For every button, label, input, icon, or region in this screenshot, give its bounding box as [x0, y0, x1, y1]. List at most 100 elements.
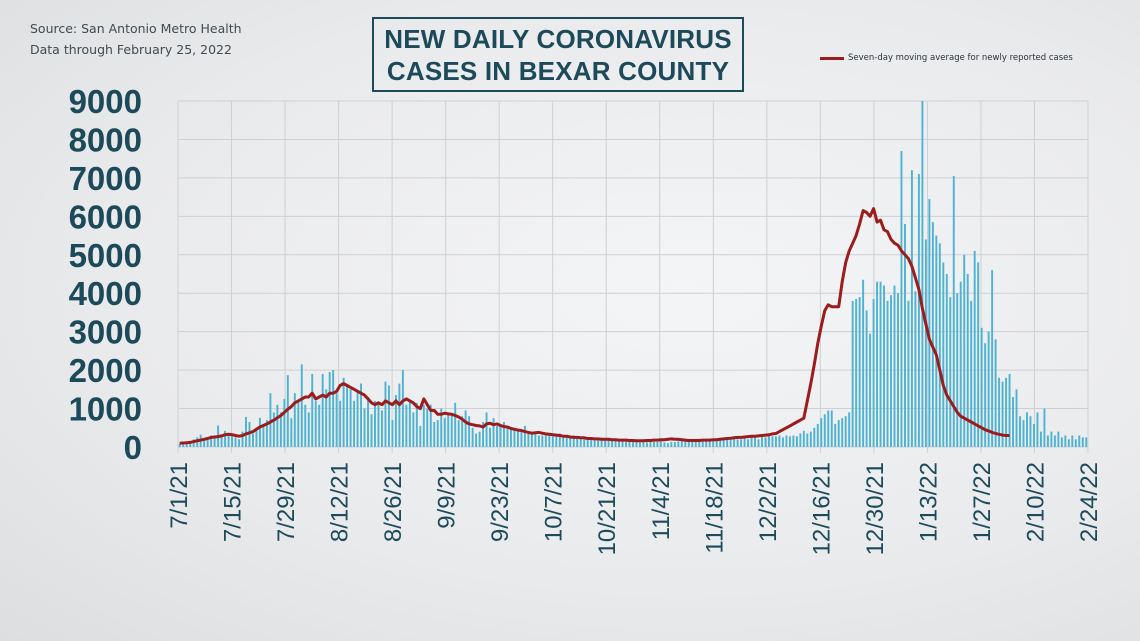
case-bar: [231, 436, 233, 447]
case-bar: [1036, 412, 1039, 447]
x-tick-label: 10/7/21: [541, 462, 568, 542]
case-bar: [541, 435, 544, 447]
case-bar: [457, 420, 460, 447]
case-bar: [245, 417, 247, 447]
case-bar: [802, 430, 805, 447]
case-bar: [510, 429, 512, 447]
case-bar: [398, 383, 401, 447]
case-bar: [708, 441, 711, 447]
case-bar: [733, 437, 736, 447]
case-bar: [621, 441, 624, 447]
case-bar: [816, 423, 819, 447]
case-bar: [1019, 416, 1021, 447]
case-bar: [353, 400, 356, 447]
case-bar: [750, 437, 753, 447]
case-bar: [356, 391, 359, 447]
case-bar: [440, 408, 443, 447]
case-bar: [855, 298, 858, 447]
case-bar: [781, 437, 784, 447]
case-bar: [279, 412, 282, 447]
case-bar: [461, 416, 464, 447]
case-bar: [377, 402, 380, 447]
case-bar: [513, 427, 516, 447]
case-bar: [970, 300, 973, 447]
case-bar: [1022, 420, 1025, 447]
case-bar: [865, 310, 868, 447]
case-bar: [506, 425, 509, 447]
case-bar: [572, 435, 575, 447]
case-bar: [387, 385, 390, 447]
case-bar: [618, 440, 621, 447]
case-bar: [642, 441, 645, 447]
case-bar: [516, 431, 519, 447]
case-bar: [433, 422, 436, 447]
case-bar: [611, 439, 614, 447]
legend-line-swatch: [820, 56, 844, 60]
case-bar: [597, 439, 600, 447]
case-bar: [876, 281, 879, 447]
case-bar: [1078, 435, 1081, 447]
case-bar: [478, 431, 481, 447]
case-bar: [558, 433, 561, 447]
case-bar: [628, 441, 631, 447]
case-bar: [590, 439, 593, 447]
case-bar: [272, 412, 275, 447]
case-bar: [1001, 381, 1004, 447]
case-bar: [604, 439, 607, 447]
case-bar: [415, 402, 418, 447]
case-bar: [680, 440, 683, 447]
case-bar: [527, 433, 530, 447]
case-bar: [384, 381, 387, 447]
case-bar: [503, 422, 505, 447]
case-bar: [262, 423, 265, 447]
case-bar: [736, 439, 739, 447]
case-bar: [607, 440, 610, 447]
case-bar: [942, 262, 945, 447]
case-bar: [579, 438, 582, 447]
x-tick-label: 2/10/22: [1022, 462, 1049, 542]
case-bar: [670, 442, 673, 447]
case-bar: [290, 418, 293, 447]
x-tick-label: 8/12/21: [327, 462, 354, 542]
case-bar: [931, 222, 934, 447]
case-bar: [450, 414, 453, 447]
case-bar: [182, 443, 185, 447]
case-bar: [785, 435, 788, 447]
chart-title-box: NEW DAILY CORONAVIRUS CASES IN BEXAR COU…: [372, 17, 744, 92]
case-bar: [443, 418, 446, 447]
case-bar: [684, 439, 687, 447]
case-bar: [551, 436, 554, 447]
case-bar: [370, 414, 373, 447]
case-bar: [991, 270, 994, 447]
case-bar: [185, 442, 188, 447]
case-bar: [300, 364, 303, 447]
case-bar: [788, 436, 791, 447]
case-bar: [851, 300, 854, 447]
case-bar: [1033, 423, 1035, 447]
case-bar: [994, 339, 997, 447]
case-bar: [1043, 408, 1046, 447]
case-bar: [224, 430, 227, 447]
case-bar: [921, 101, 924, 447]
case-bar: [656, 442, 659, 447]
case-bar: [548, 435, 551, 447]
case-bar: [475, 433, 478, 447]
case-bar: [966, 274, 969, 447]
case-bar: [691, 440, 694, 447]
case-bar: [715, 439, 718, 447]
case-bar: [635, 441, 638, 447]
case-bar: [977, 262, 980, 447]
chart-title-line-1: NEW DAILY CORONAVIRUS: [384, 23, 732, 54]
case-bar: [537, 435, 540, 447]
case-bar: [569, 436, 572, 447]
case-bar: [987, 331, 990, 447]
case-bar: [381, 410, 383, 447]
case-bar: [645, 442, 648, 447]
case-bar: [844, 416, 847, 447]
case-bar: [677, 441, 680, 447]
case-bar: [837, 420, 840, 447]
x-tick-label: 12/30/21: [862, 462, 889, 555]
case-bar: [346, 385, 349, 447]
case-bar: [468, 416, 471, 447]
case-bar: [761, 435, 763, 447]
